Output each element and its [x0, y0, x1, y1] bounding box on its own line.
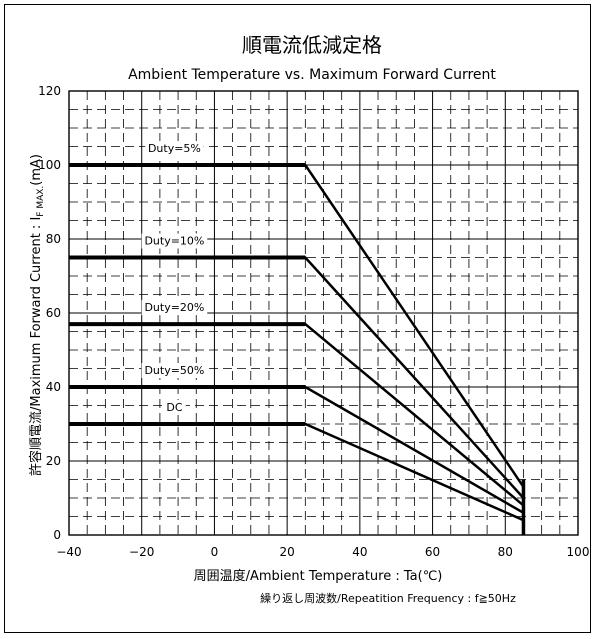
series-label: DC — [166, 401, 182, 414]
series-line — [69, 422, 524, 522]
y-tick-label: 100 — [38, 158, 61, 172]
series-line — [69, 322, 525, 507]
y-axis-label: 許容順電流/Maximum Forward Current : IF MAX.(… — [28, 154, 46, 476]
x-tick-label: 20 — [280, 545, 295, 559]
plot-border — [68, 90, 579, 536]
y-tick-label: 80 — [46, 232, 61, 246]
chart-frame — [4, 4, 591, 633]
series-label-bg — [163, 400, 186, 415]
series-label-bg — [141, 300, 208, 316]
series-label: Duty=5% — [148, 142, 201, 155]
series-line — [69, 385, 525, 514]
chart-subtitle: Ambient Temperature vs. Maximum Forward … — [128, 67, 496, 83]
series-label: Duty=10% — [144, 235, 204, 248]
series-label: Duty=20% — [144, 301, 204, 314]
series-line — [69, 163, 525, 488]
series-labels: Duty=5% Duty=10% Duty=20% Duty=50% DC — [141, 141, 208, 415]
x-tick-label: −40 — [56, 545, 81, 559]
series-label-bg — [141, 233, 208, 249]
y-axis-label-main: 許容順電流/Maximum Forward Current : I — [28, 217, 44, 476]
tick-labels: −40 −20 0 20 40 60 80 100 0 20 40 60 80 100 120 — [38, 84, 589, 559]
x-tick-label: 100 — [567, 545, 590, 559]
series-label-bg — [141, 363, 208, 378]
series-label: Duty=50% — [144, 364, 204, 377]
x-tick-label: 40 — [352, 545, 367, 559]
frequency-note: 繰り返し周波数/Repeatition Frequency : f≧50Hz — [260, 591, 516, 605]
y-tick-label: 20 — [46, 454, 61, 468]
series-lines — [69, 163, 526, 535]
y-axis-label-unit: (mA) — [29, 154, 44, 186]
x-tick-label: 0 — [211, 545, 219, 559]
y-tick-label: 120 — [38, 84, 61, 98]
series-label-bg — [145, 141, 204, 156]
x-axis-label: 周囲温度/Ambient Temperature : Ta(℃) — [194, 568, 443, 584]
x-tick-label: −20 — [129, 545, 154, 559]
y-tick-label: 0 — [53, 528, 61, 542]
y-tick-label: 40 — [46, 380, 61, 394]
x-tick-label: 60 — [425, 545, 440, 559]
y-axis-label-subscript: F MAX. — [36, 186, 46, 217]
chart-title: 順電流低減定格 — [242, 33, 382, 57]
series-line — [69, 256, 525, 499]
y-tick-label: 60 — [46, 306, 61, 320]
x-tick-label: 80 — [498, 545, 513, 559]
